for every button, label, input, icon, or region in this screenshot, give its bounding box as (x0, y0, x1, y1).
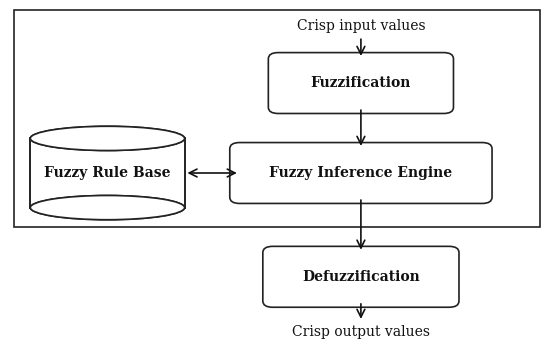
Text: Defuzzification: Defuzzification (302, 270, 420, 284)
Bar (30, 138, 185, 208)
FancyBboxPatch shape (263, 246, 459, 307)
FancyBboxPatch shape (230, 143, 492, 203)
Ellipse shape (30, 195, 185, 220)
Ellipse shape (30, 126, 185, 151)
Text: Crisp output values: Crisp output values (292, 325, 430, 339)
Text: Fuzzy Rule Base: Fuzzy Rule Base (44, 166, 171, 180)
Text: Fuzzification: Fuzzification (311, 76, 411, 90)
Ellipse shape (30, 126, 185, 151)
Ellipse shape (30, 195, 185, 220)
Text: Fuzzy Inference Engine: Fuzzy Inference Engine (269, 166, 452, 180)
FancyBboxPatch shape (268, 53, 453, 113)
Text: Crisp input values: Crisp input values (296, 19, 425, 33)
